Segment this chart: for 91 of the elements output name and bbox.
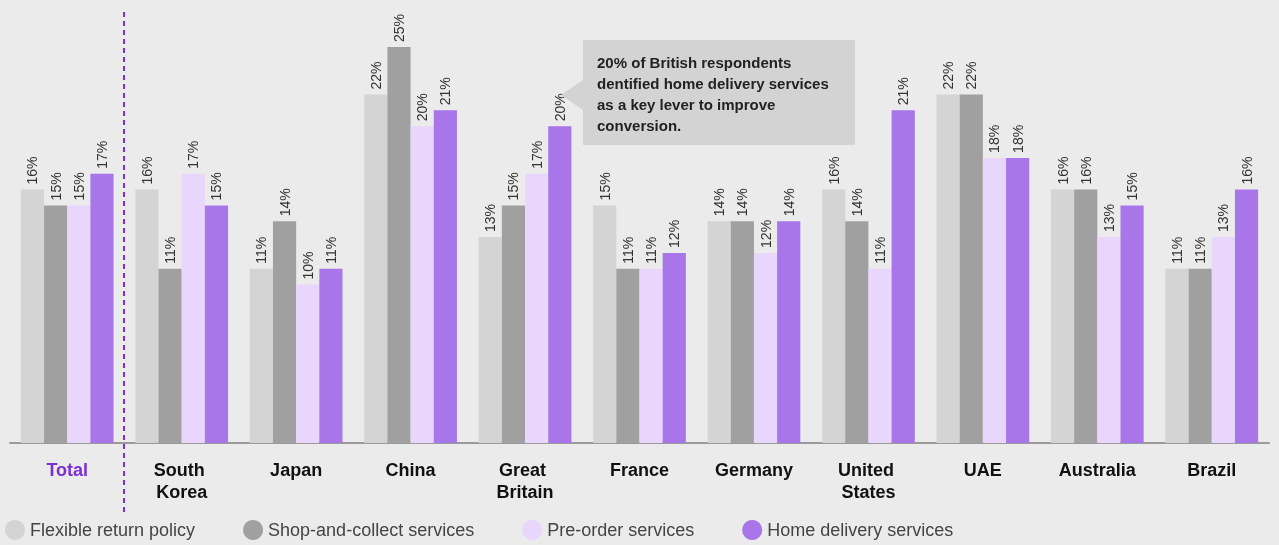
x-tick-label: United States [837,460,899,502]
data-label: 18% [986,124,1003,153]
bar [204,205,229,443]
data-label: 16% [1054,156,1071,185]
bar [777,221,801,443]
legend-label: Home delivery services [767,520,954,540]
bar [822,189,846,443]
data-label: 15% [208,172,225,201]
data-label: 12% [666,219,683,248]
bar [135,189,159,443]
bar [982,157,1007,443]
data-label: 13% [1100,204,1117,233]
bar [1211,237,1235,443]
data-label: 14% [848,188,865,217]
data-label: 11% [253,236,270,264]
data-label: 16% [1238,156,1255,185]
data-label: 14% [734,188,751,217]
data-label: 11% [322,236,339,264]
x-tick-label: Japan [270,460,323,480]
data-label: 14% [276,188,293,217]
data-label: 20% [414,93,431,122]
data-label: 14% [780,188,797,217]
bar [249,268,273,443]
data-label: 15% [505,172,522,201]
bar [593,205,617,443]
legend-label: Pre-order services [547,520,695,540]
bar [525,173,549,443]
x-tick-label: Total [46,460,89,480]
bar [936,94,960,443]
data-label: 11% [643,236,660,264]
bar [662,252,686,443]
data-label: 17% [528,140,545,169]
data-label: 22% [963,61,980,90]
legend-label: Flexible return policy [30,520,196,540]
bar [296,284,320,443]
x-tick-label: China [385,460,437,480]
data-label: 14% [711,188,728,217]
x-tick-label: South Korea [153,460,210,502]
data-label: 11% [1169,236,1186,264]
bar [1097,237,1121,443]
data-label: 15% [596,172,613,201]
data-label: 15% [47,172,64,201]
x-tick-label: Australia [1058,460,1137,480]
x-tick-label: Brazil [1187,460,1237,480]
bar [410,126,434,443]
x-tick-label: Germany [714,460,793,480]
bar [1050,189,1075,443]
bar [364,94,388,443]
data-label: 11% [872,236,888,264]
data-label: 12% [757,219,774,248]
data-label: 13% [482,204,499,233]
data-label: 11% [162,236,179,264]
bar [67,205,91,443]
x-tick-label: UAE [963,460,1002,480]
x-tick-label: France [609,460,670,480]
data-label: 22% [367,61,384,90]
data-label: 22% [940,61,957,90]
data-label: 16% [1077,156,1094,185]
bar [639,268,663,443]
bar [1120,205,1144,443]
data-label: 16% [825,156,842,185]
bar [1006,157,1030,443]
bar [1165,268,1189,443]
data-label: 18% [1009,124,1026,153]
bar [548,126,572,443]
bar [1234,189,1259,443]
data-label: 16% [24,156,41,185]
data-label: 25% [391,13,407,42]
data-label: 10% [299,251,316,280]
data-label: 11% [1192,236,1209,264]
bar [868,268,892,443]
bar [319,268,343,443]
data-label: 13% [1215,204,1232,233]
x-tick-label: Great Britain [496,460,554,502]
data-label: 15% [70,172,87,201]
data-label: 15% [1124,172,1141,201]
bar [20,189,45,443]
bar [181,173,205,443]
bar [433,110,457,443]
bar [891,110,915,443]
data-label: 21% [895,77,912,106]
data-label: 17% [93,140,110,169]
data-label: 17% [185,140,202,169]
data-label: 21% [437,77,454,106]
bar [478,237,502,443]
bar [707,221,731,443]
data-label: 16% [138,156,155,185]
bar [753,252,778,443]
bar [90,173,114,443]
legend-label: Shop-and-collect services [268,520,475,540]
data-label: 11% [619,236,636,264]
